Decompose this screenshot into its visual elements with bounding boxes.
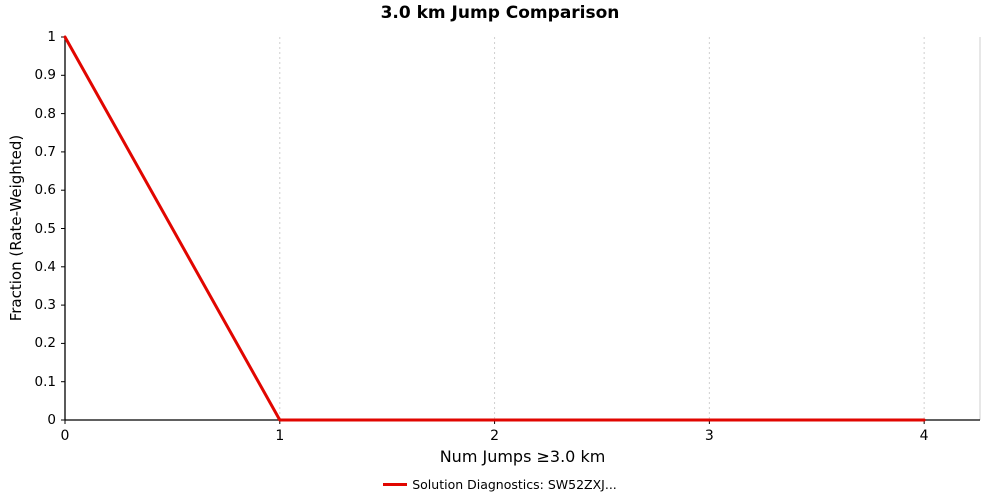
y-tick-label: 0.3	[34, 297, 56, 314]
y-tick-label: 0.6	[34, 182, 56, 199]
y-tick-label: 0.9	[34, 67, 56, 84]
y-tick-label: 0.5	[34, 220, 56, 237]
y-tick-label: 0	[47, 412, 56, 428]
x-tick-label: 2	[490, 428, 500, 444]
x-tick-label: 3	[704, 428, 714, 444]
x-tick-label: 1	[275, 428, 285, 444]
y-tick-label: 0.4	[34, 258, 56, 275]
legend: Solution Diagnostics: SW52ZXJ...	[0, 477, 1000, 492]
y-tick-label: 0.2	[34, 335, 56, 352]
legend-line-swatch	[383, 483, 408, 486]
y-tick-label: 0.8	[34, 105, 56, 122]
x-tick-label: 4	[919, 428, 929, 444]
y-tick-label: 1	[47, 29, 56, 45]
legend-label: Solution Diagnostics: SW52ZXJ...	[412, 477, 617, 492]
y-tick-label: 0.7	[34, 143, 56, 160]
legend-item[interactable]: Solution Diagnostics: SW52ZXJ...	[383, 477, 617, 492]
y-tick-label: 0.1	[34, 373, 56, 390]
series-line	[63, 35, 926, 422]
x-axis-title: Num Jumps ≥3.0 km	[439, 447, 606, 466]
x-tick-label: 0	[60, 428, 70, 444]
chart-title: 3.0 km Jump Comparison	[380, 3, 620, 23]
